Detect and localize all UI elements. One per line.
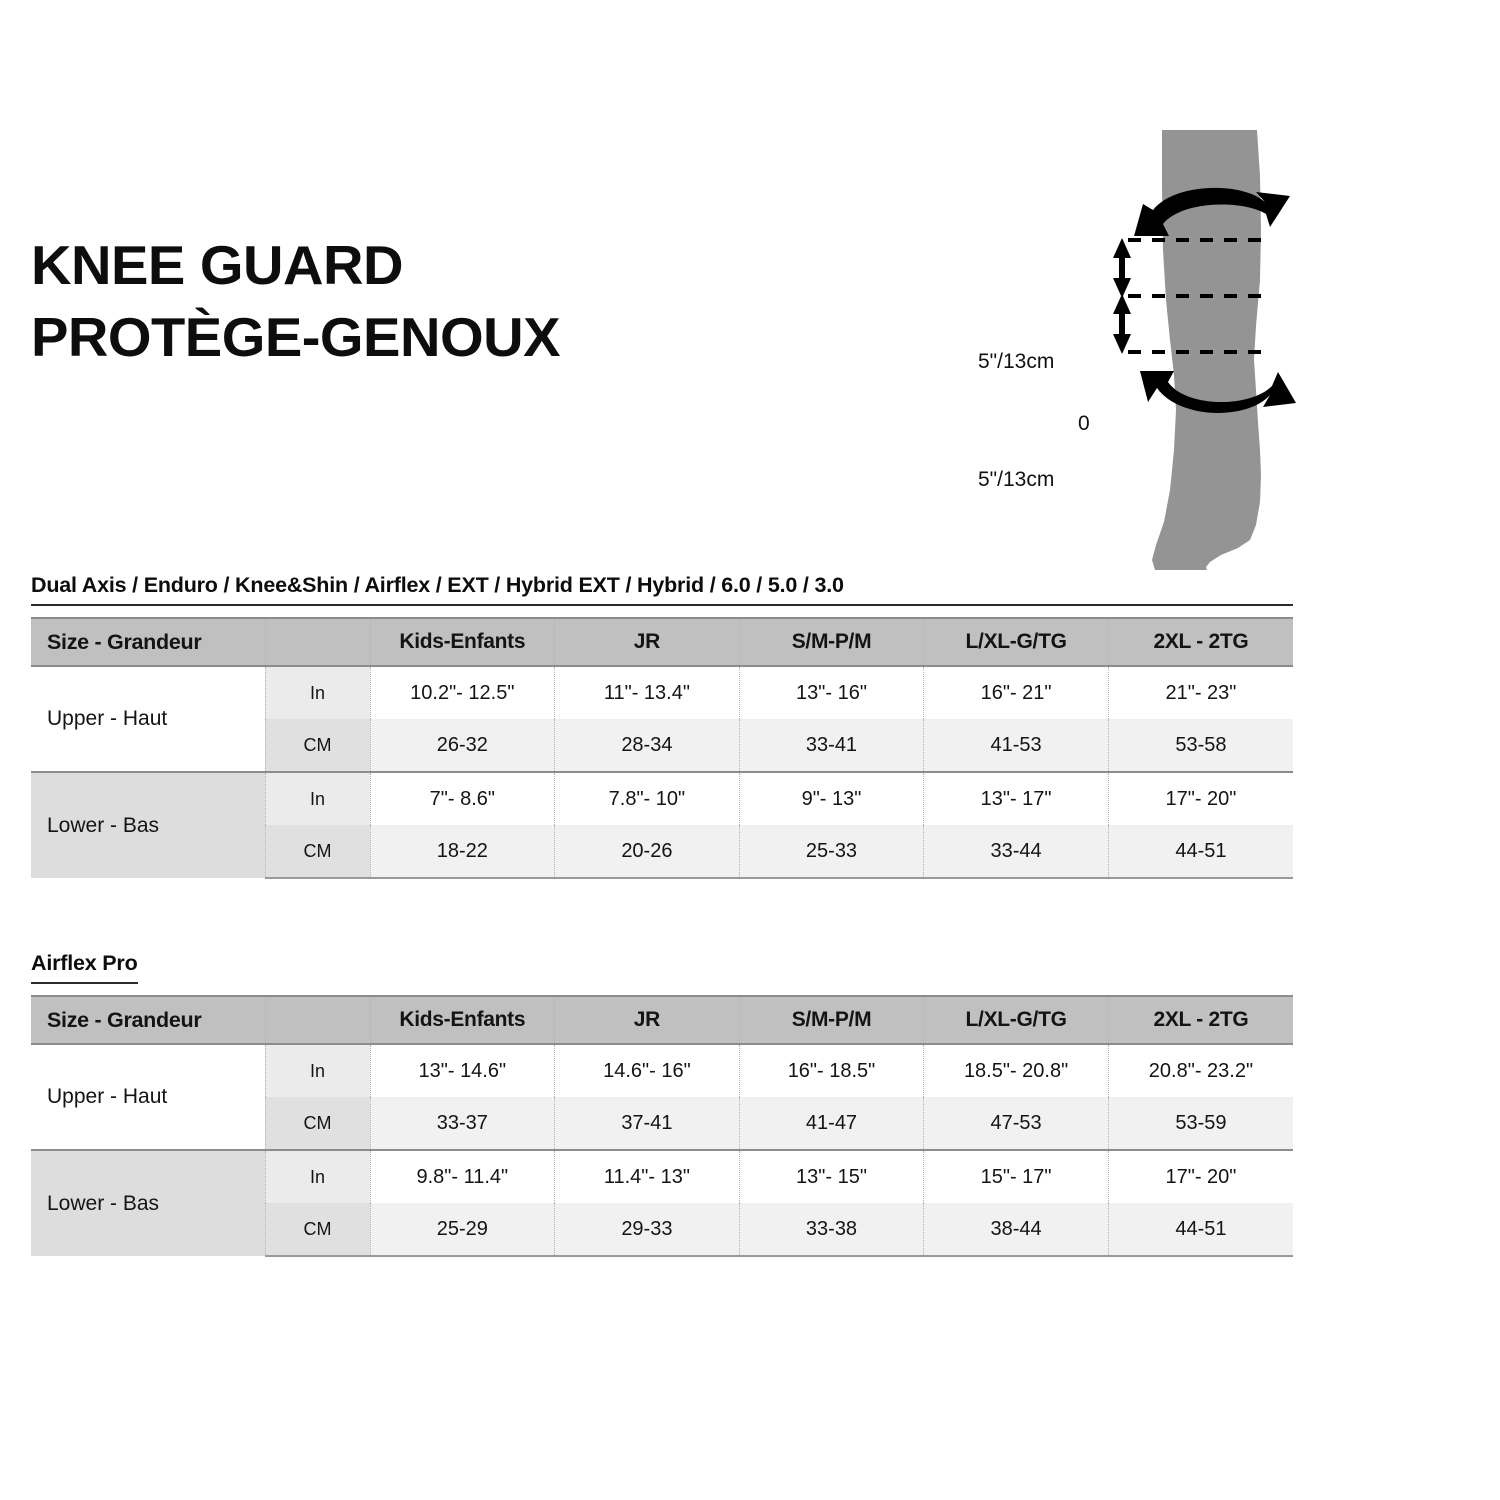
cell-value: 11.4"- 13" (554, 1149, 740, 1203)
cell-value: 53-59 (1108, 1097, 1293, 1150)
cell-value: 18-22 (370, 825, 556, 879)
table-row: Lower - Bas In 9.8"- 11.4" 11.4"- 13" 13… (31, 1149, 1293, 1256)
cell-value: 44-51 (1108, 1203, 1293, 1257)
cell-value: 33-38 (739, 1203, 925, 1257)
cell-value: 18.5"- 20.8" (923, 1044, 1109, 1097)
unit-label-cm: CM (265, 1097, 371, 1150)
dimension-label-knee-center: 0 (1078, 412, 1090, 435)
cell-value: 53-58 (1108, 719, 1293, 772)
column-header-lxl: L/XL-G/TG (923, 995, 1109, 1045)
cell-value: 9"- 13" (739, 771, 925, 825)
section-title-products: Dual Axis / Enduro / Knee&Shin / Airflex… (31, 573, 1293, 606)
cell-value: 47-53 (923, 1097, 1109, 1150)
cell-value: 14.6"- 16" (554, 1044, 740, 1097)
cell-value: 21"- 23" (1108, 666, 1293, 719)
leg-diagram-svg (1113, 130, 1296, 570)
cell-value: 33-44 (923, 825, 1109, 879)
section-title-airflex-pro: Airflex Pro (31, 951, 138, 984)
upper-circumference-arrow (1134, 187, 1290, 236)
cell-value: 16"- 21" (923, 666, 1109, 719)
row-label-upper: Upper - Haut (31, 1044, 266, 1150)
dimension-arrow-lower-head-top (1113, 294, 1131, 314)
cell-value: 11"- 13.4" (554, 666, 740, 719)
cell-value: 41-53 (923, 719, 1109, 772)
column-header-2xl: 2XL - 2TG (1108, 617, 1293, 667)
table-row: CM 25-29 29-33 33-38 38-44 44-51 (31, 1203, 1293, 1257)
cell-value: 41-47 (739, 1097, 925, 1150)
dimension-arrow-lower-head-bottom (1113, 334, 1131, 354)
column-header-kids: Kids-Enfants (370, 617, 556, 667)
cell-value: 25-29 (370, 1203, 556, 1257)
unit-label-cm: CM (265, 825, 371, 879)
page-title: KNEE GUARD PROTÈGE-GENOUX (31, 238, 561, 365)
cell-value: 13"- 15" (739, 1149, 925, 1203)
leg-measurement-diagram: 5"/13cm 0 5"/13cm (960, 130, 1340, 570)
cell-value: 29-33 (554, 1203, 740, 1257)
cell-value: 7.8"- 10" (554, 771, 740, 825)
unit-label-in: In (265, 1149, 371, 1203)
size-table-airflex-pro: Size - Grandeur Kids-Enfants JR S/M-P/M … (31, 995, 1293, 1257)
cell-value: 17"- 20" (1108, 771, 1293, 825)
dimension-label-above-knee: 5"/13cm (978, 350, 1055, 373)
column-header-sm: S/M-P/M (739, 995, 925, 1045)
cell-value: 17"- 20" (1108, 1149, 1293, 1203)
table-row: Lower - Bas In 7"- 8.6" 7.8"- 10" 9"- 13… (31, 771, 1293, 878)
cell-value: 15"- 17" (923, 1149, 1109, 1203)
table-header-row: Size - Grandeur Kids-Enfants JR S/M-P/M … (31, 617, 1293, 667)
table-row: Upper - Haut In 10.2"- 12.5" 11"- 13.4" … (31, 666, 1293, 772)
cell-value: 33-37 (370, 1097, 556, 1150)
cell-value: 9.8"- 11.4" (370, 1149, 556, 1203)
cell-value: 10.2"- 12.5" (370, 666, 556, 719)
page-title-line-1: KNEE GUARD (31, 234, 404, 296)
unit-label-in: In (265, 771, 371, 825)
table-row: CM 18-22 20-26 25-33 33-44 44-51 (31, 825, 1293, 879)
unit-label-cm: CM (265, 719, 371, 772)
cell-value: 13"- 17" (923, 771, 1109, 825)
cell-value: 13"- 14.6" (370, 1044, 556, 1097)
row-label-upper: Upper - Haut (31, 666, 266, 772)
cell-value: 13"- 16" (739, 666, 925, 719)
cell-value: 37-41 (554, 1097, 740, 1150)
size-section-airflex-pro: Airflex Pro Size - Grandeur Kids-Enfants… (31, 951, 1293, 1257)
cell-value: 25-33 (739, 825, 925, 879)
unit-label-cm: CM (265, 1203, 371, 1257)
dimension-arrow-upper-head-bottom (1113, 278, 1131, 298)
cell-value: 20.8"- 23.2" (1108, 1044, 1293, 1097)
cell-value: 7"- 8.6" (370, 771, 556, 825)
cell-value: 26-32 (370, 719, 556, 772)
cell-value: 16"- 18.5" (739, 1044, 925, 1097)
column-header-jr: JR (554, 995, 740, 1045)
table-header-row: Size - Grandeur Kids-Enfants JR S/M-P/M … (31, 995, 1293, 1045)
cell-value: 38-44 (923, 1203, 1109, 1257)
cell-value: 28-34 (554, 719, 740, 772)
size-section-dual-axis: Dual Axis / Enduro / Knee&Shin / Airflex… (31, 573, 1293, 879)
column-header-kids: Kids-Enfants (370, 995, 556, 1045)
table-row: Upper - Haut In 13"- 14.6" 14.6"- 16" 16… (31, 1044, 1293, 1150)
cell-value: 44-51 (1108, 825, 1293, 879)
column-header-size: Size - Grandeur (31, 995, 266, 1045)
column-header-sm: S/M-P/M (739, 617, 925, 667)
table-row: CM 26-32 28-34 33-41 41-53 53-58 (31, 719, 1293, 772)
cell-value: 20-26 (554, 825, 740, 879)
column-header-2xl: 2XL - 2TG (1108, 995, 1293, 1045)
column-header-size: Size - Grandeur (31, 617, 266, 667)
unit-label-in: In (265, 666, 371, 719)
page-title-line-2: PROTÈGE-GENOUX (31, 306, 561, 368)
column-header-unit (265, 995, 371, 1045)
unit-label-in: In (265, 1044, 371, 1097)
column-header-jr: JR (554, 617, 740, 667)
row-label-lower: Lower - Bas (31, 1149, 266, 1256)
size-table-dual-axis: Size - Grandeur Kids-Enfants JR S/M-P/M … (31, 617, 1293, 879)
row-label-lower: Lower - Bas (31, 771, 266, 878)
dimension-label-below-knee: 5"/13cm (978, 468, 1055, 491)
table-row: CM 33-37 37-41 41-47 47-53 53-59 (31, 1097, 1293, 1150)
dimension-arrow-upper-head-top (1113, 238, 1131, 258)
cell-value: 33-41 (739, 719, 925, 772)
column-header-unit (265, 617, 371, 667)
dimension-arrows (1113, 238, 1131, 354)
column-header-lxl: L/XL-G/TG (923, 617, 1109, 667)
lower-circumference-arrow (1140, 371, 1296, 413)
